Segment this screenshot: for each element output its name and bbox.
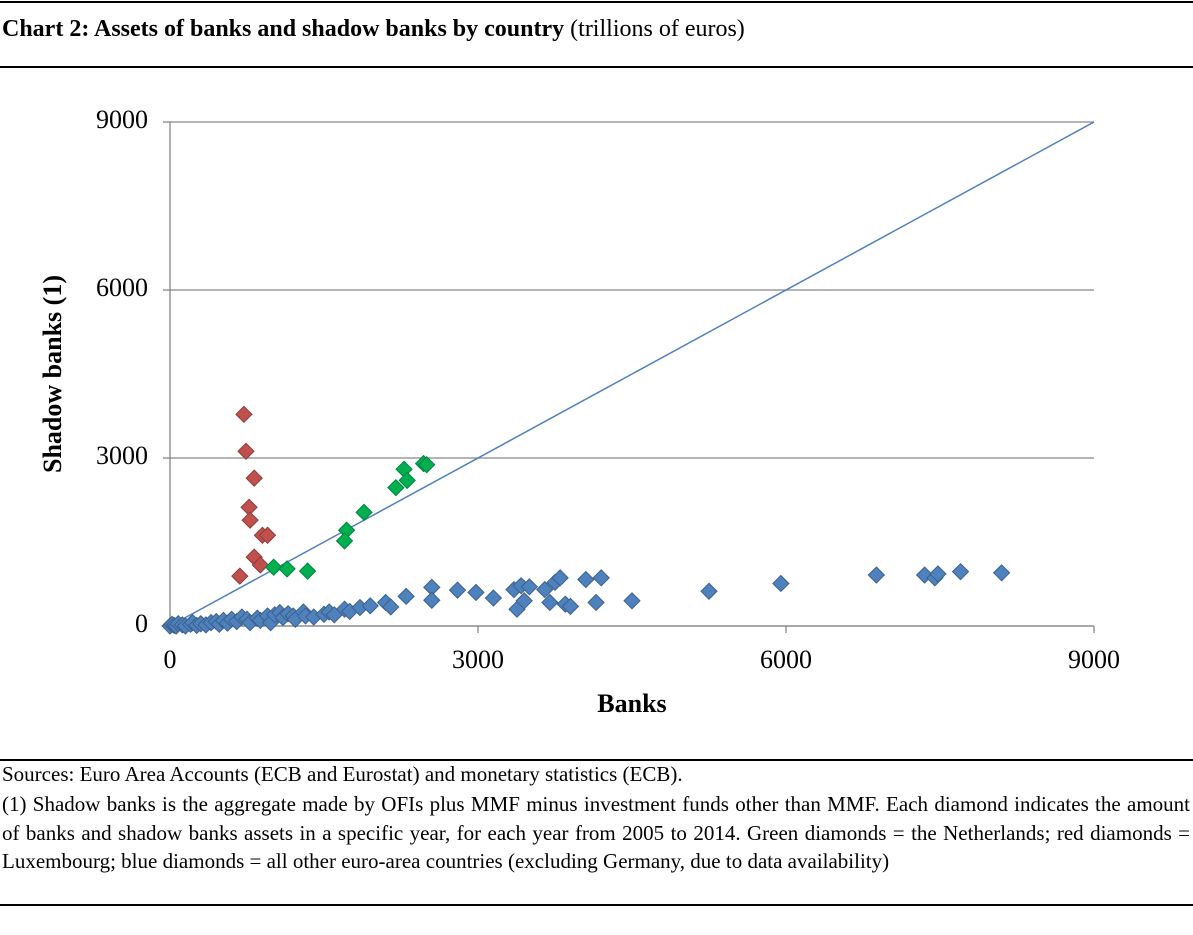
chart-subtitle: (trillions of euros)	[570, 16, 745, 42]
x-tick-label: 3000	[452, 645, 504, 674]
diamond-marker	[398, 471, 416, 490]
diamond-marker	[515, 592, 533, 610]
chart-title: Chart 2: Assets of banks and shadow bank…	[2, 16, 565, 42]
diamond-marker	[623, 592, 641, 610]
diamond-marker	[258, 526, 277, 544]
diamond-marker	[592, 569, 610, 587]
diamond-marker	[951, 562, 970, 581]
y-tick-label: 6000	[96, 273, 148, 302]
sources: Sources: Euro Area Accounts (ECB and Eur…	[2, 762, 683, 786]
sources-rule	[0, 759, 1193, 761]
diamond-marker	[382, 598, 400, 616]
title-block: Chart 2: Assets of banks and shadow bank…	[2, 16, 745, 43]
diamond-marker	[772, 574, 790, 593]
diamond-marker	[245, 469, 263, 487]
x-tick-label: 6000	[760, 645, 812, 674]
diamond-marker	[541, 593, 559, 612]
diamond-marker	[484, 589, 503, 607]
title-rule	[0, 66, 1193, 68]
diamond-marker	[561, 597, 580, 616]
diamond-marker	[423, 591, 441, 609]
reference-line	[169, 121, 1095, 627]
diamond-marker	[929, 565, 947, 583]
diamond-marker	[235, 405, 253, 424]
diamond-marker	[241, 511, 259, 529]
y-tick-label: 9000	[96, 105, 148, 134]
diamond-marker	[278, 560, 296, 578]
diamond-marker	[251, 556, 270, 574]
diamond-marker	[397, 587, 415, 606]
diamond-marker	[700, 582, 718, 600]
bottom-rule	[0, 904, 1193, 906]
y-tick-label: 3000	[96, 441, 148, 470]
diamond-marker	[264, 558, 283, 576]
diamond-marker	[355, 503, 373, 522]
y-axis-label: Shadow banks (1)	[38, 275, 67, 473]
diamond-marker	[536, 580, 554, 599]
diamond-marker	[467, 583, 485, 602]
diamond-marker	[417, 456, 436, 474]
diamond-marker	[335, 532, 354, 550]
x-tick-label: 0	[164, 645, 177, 674]
diamond-marker	[867, 566, 886, 584]
x-axis-label: Banks	[597, 689, 666, 718]
x-tick-label: 9000	[1068, 645, 1120, 674]
chart: 0 3000 6000 9000 0 3000 6000 9000 Banks Shadow ba…	[38, 105, 1120, 718]
note: (1) Shadow banks is the aggregate made b…	[2, 792, 1190, 873]
diamond-marker	[298, 562, 317, 580]
diamond-marker	[361, 597, 379, 615]
diamond-marker	[587, 593, 605, 612]
y-tick-label: 0	[135, 609, 148, 638]
diamond-marker	[992, 564, 1011, 582]
diamond-marker	[237, 442, 255, 460]
diamond-marker	[448, 581, 467, 599]
diamond-marker	[520, 578, 539, 596]
diamond-marker	[577, 570, 595, 589]
diamond-marker	[551, 569, 569, 587]
top-rule	[0, 1, 1193, 3]
diamond-marker	[387, 478, 405, 497]
diamond-marker	[231, 567, 249, 585]
